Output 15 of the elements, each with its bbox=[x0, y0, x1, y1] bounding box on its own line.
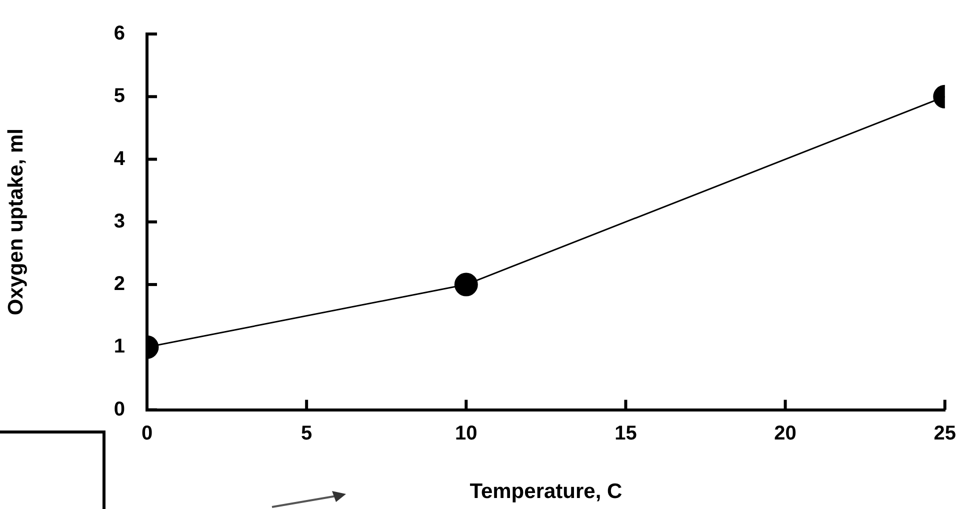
y-tick-label: 0 bbox=[114, 398, 125, 420]
y-tick-label: 6 bbox=[114, 22, 125, 45]
x-tick-label: 25 bbox=[934, 422, 956, 444]
y-tick-label: 4 bbox=[114, 148, 126, 170]
x-axis-title: Temperature, C bbox=[470, 480, 622, 504]
x-tick-label: 15 bbox=[614, 422, 637, 444]
y-tick-label: 3 bbox=[114, 210, 125, 232]
x-tick-label: 20 bbox=[774, 422, 796, 444]
x-tick-label: 10 bbox=[455, 422, 478, 444]
y-tick-label: 2 bbox=[114, 273, 125, 296]
x-tick-label: 5 bbox=[301, 422, 312, 444]
y-tick-label: 5 bbox=[114, 85, 125, 108]
y-axis-title: Oxygen uptake, ml bbox=[4, 128, 28, 316]
x-tick-label: 0 bbox=[141, 422, 153, 444]
y-tick-label: 1 bbox=[114, 336, 125, 358]
